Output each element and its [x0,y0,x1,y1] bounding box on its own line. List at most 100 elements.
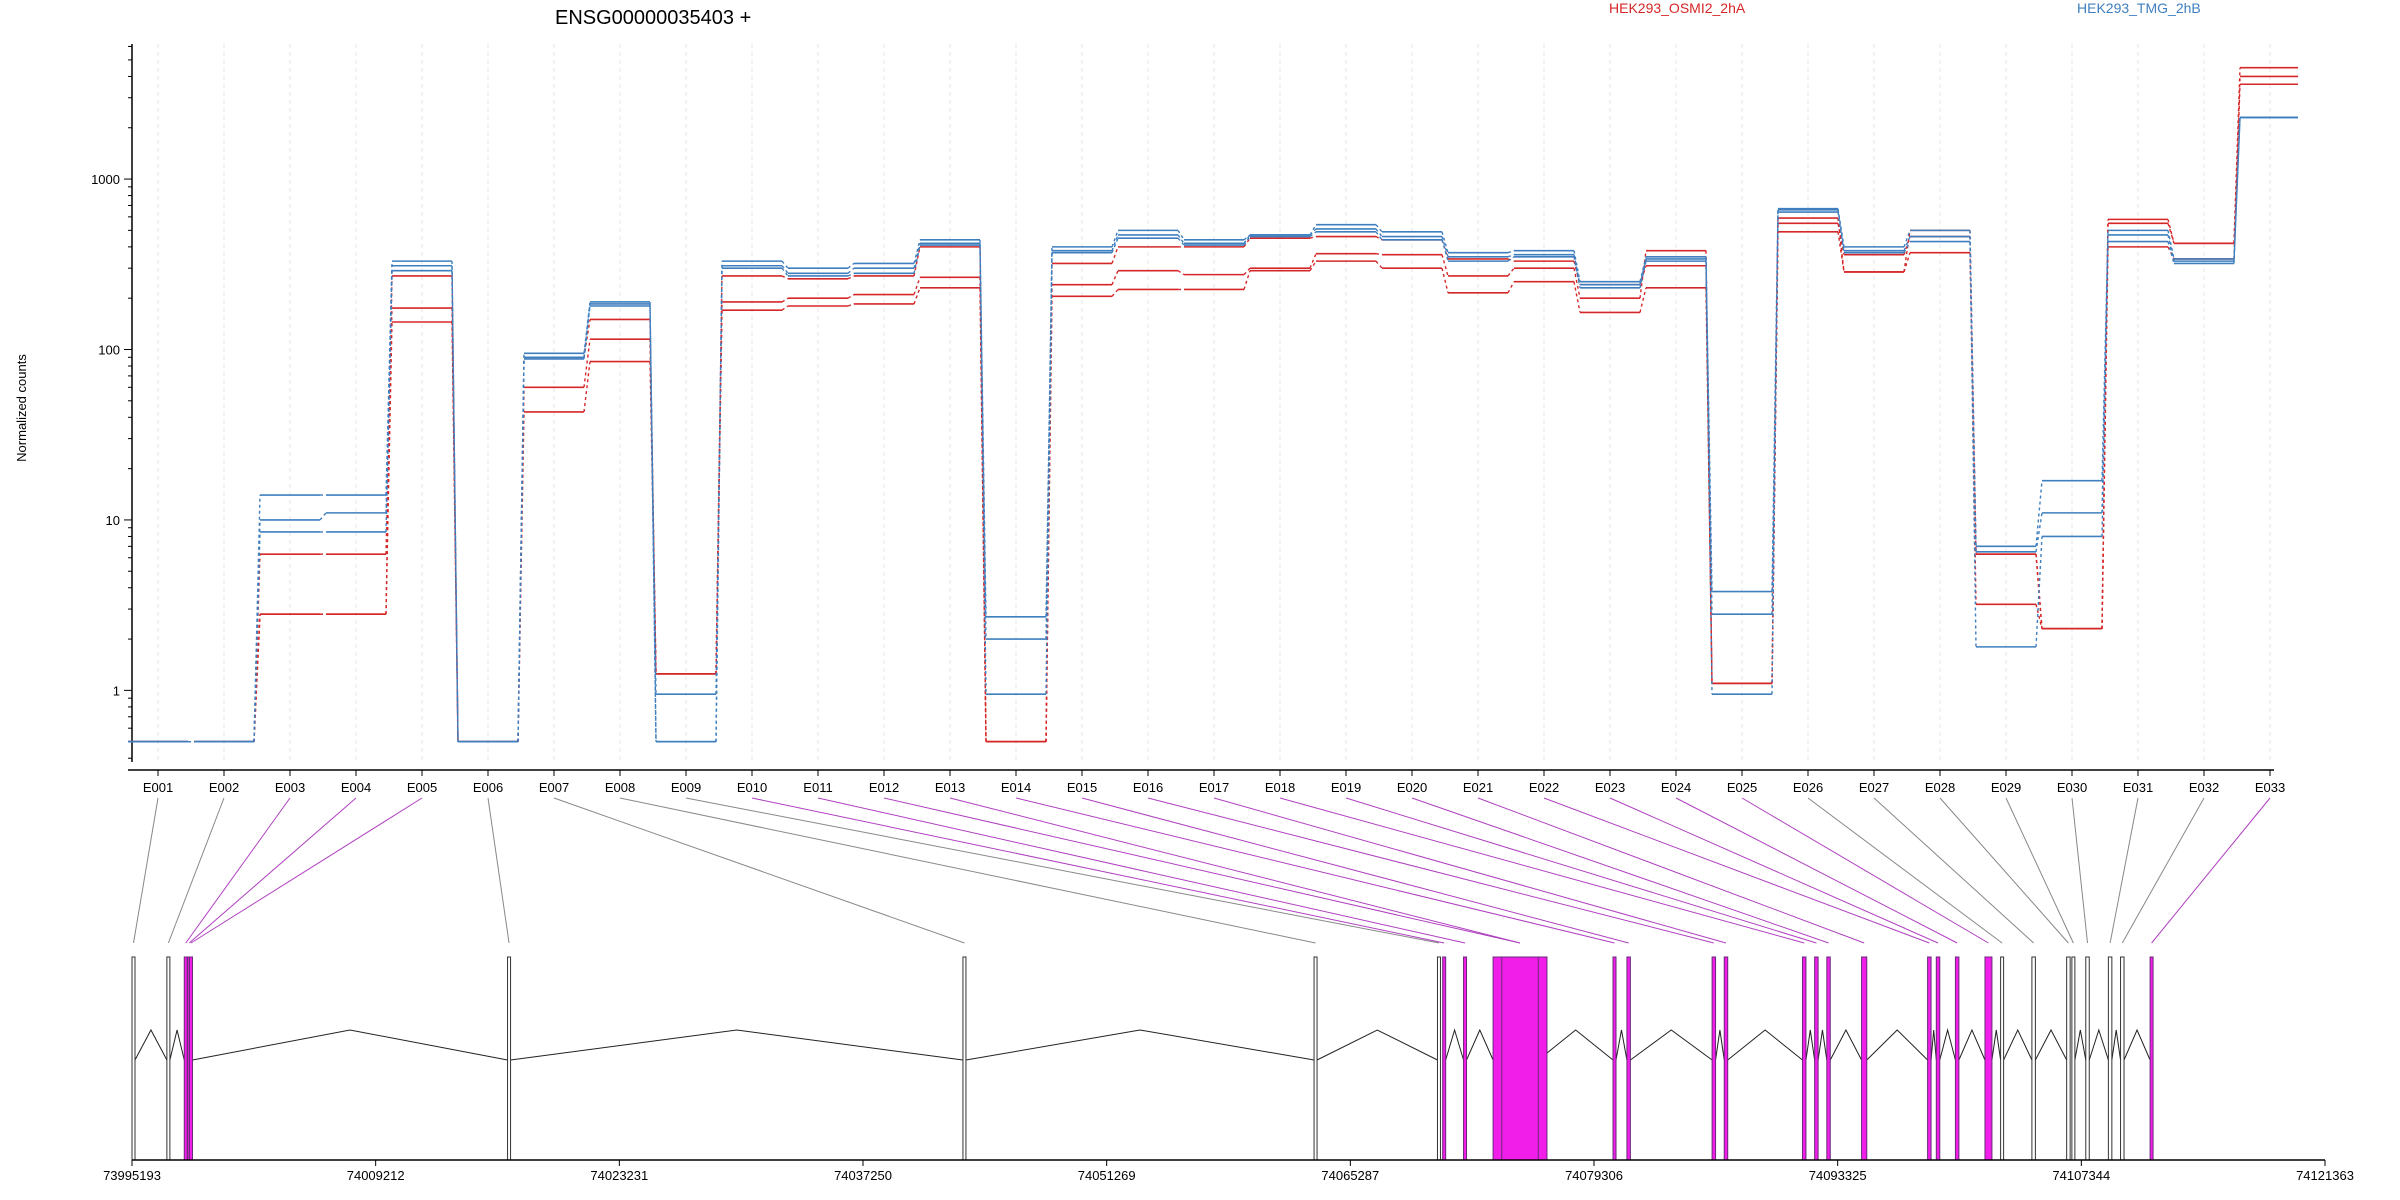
series-connector [1837,211,1845,253]
series-connector [847,272,855,277]
genome-tick-label: 74065287 [1321,1168,1379,1183]
grid-lines [157,44,2271,762]
series-connector [1309,235,1317,239]
exon-connector-line [1411,797,1829,944]
exon-connector-line [817,797,1466,944]
intron-line [1316,1029,1438,1061]
series-connector [2233,76,2241,244]
exon-connector-line [1873,797,2034,944]
gene-exon-box [2107,956,2113,1161]
series-connector [1111,230,1119,248]
series-connector [1705,258,1713,615]
gene-exon-box [2149,956,2154,1161]
series-connector [1111,246,1119,264]
x-tick-label: E008 [605,780,635,795]
series-connector [253,554,261,742]
series-connector [1573,281,1581,313]
intron-line [2034,1028,2068,1061]
x-tick-label: E028 [1925,780,1955,795]
series-connector [1375,260,1383,269]
genome-tick-label: 74093325 [1809,1168,1867,1183]
gene-exon-box [1711,956,1717,1161]
series-connector [2167,246,2175,260]
x-tick-label: E023 [1595,780,1625,795]
series-connector [847,293,855,299]
x-tick-label: E018 [1265,780,1295,795]
series-connector [583,361,591,413]
intron-line [1466,1028,1494,1061]
series-connector [1705,261,1713,695]
x-tick-label: E004 [341,780,371,795]
series-connector [1441,268,1449,294]
series-connector [2101,246,2109,629]
x-tick-label: E027 [1859,780,1889,795]
series-connector [1639,250,1647,299]
series-connector [1771,212,1779,695]
intron-line [1630,1029,1713,1061]
intron-line [169,1029,185,1061]
intron-line [134,1028,168,1061]
x-tick-label: E006 [473,780,503,795]
x-tick-label: E011 [803,780,832,795]
gene-exon-box [166,956,171,1161]
exon-connector-line [1345,797,1817,944]
gene-exon-box [183,956,188,1161]
series-connector [1177,234,1185,244]
series-connector [1177,237,1185,246]
series-connector [1243,267,1251,276]
gene-exon-box [1612,956,1617,1161]
x-tick-label: E032 [2189,780,2219,795]
series-connector [2035,512,2043,552]
x-tick-label: E025 [1727,780,1757,795]
gene-exon-box [1927,956,1932,1161]
series-connector [979,277,987,742]
x-tick-label: E013 [935,780,965,795]
exon-connector-line [553,797,965,944]
series-connector [1969,236,1977,552]
series-connector [319,512,327,521]
gene-exon-box [1436,956,1441,1161]
series-connector [1111,270,1119,285]
x-tick-label: E021 [1463,780,1493,795]
series-connector [781,267,789,277]
x-tick-label: E031 [2123,780,2153,795]
gene-exon-box [1626,956,1631,1161]
series-connector [1573,250,1581,282]
series-connector [1243,237,1251,248]
exon-connector-line [185,797,291,944]
gene-exon-box [1501,956,1539,1161]
series-connector [583,339,591,388]
exon-connector-line [1147,797,1714,944]
exon-connector-line [1477,797,1865,944]
gene-exon-box [2120,956,2125,1161]
series-connector [1903,230,1911,248]
exon-connector-line [1609,797,1939,944]
series-connector [781,265,789,274]
exon-connector-line [619,797,1316,944]
gene-exon-box [2071,956,2076,1161]
intron-line [1615,1029,1628,1061]
series-connector [1441,239,1449,262]
series-connector [583,305,591,360]
y-axis-label: Normalized counts [14,354,29,462]
series-connector [1309,231,1317,238]
gene-exon-box [2085,956,2090,1161]
axes: 1 10 100 1000 E001 E002 E003 E004 E005 E006 E007 E0… [91,44,2285,795]
exon-connector-line [2071,797,2089,944]
series-connector [1375,231,1383,241]
y-tick-label: 100 [98,342,120,357]
series-connector [913,244,921,274]
gene-exon-box [2066,956,2071,1161]
intron-line [1537,1029,1614,1061]
series-connector [1969,241,1977,647]
series-connector [1903,236,1911,251]
series-layer [128,66,2298,743]
series-connector [2035,480,2043,547]
exon-connector-line [685,797,1440,944]
series-connector [1375,228,1383,237]
series-connector [2233,84,2241,259]
x-tick-label: E026 [1793,780,1823,795]
exon-connector-line [1741,797,1989,944]
gene-exon-box [1801,956,1807,1161]
